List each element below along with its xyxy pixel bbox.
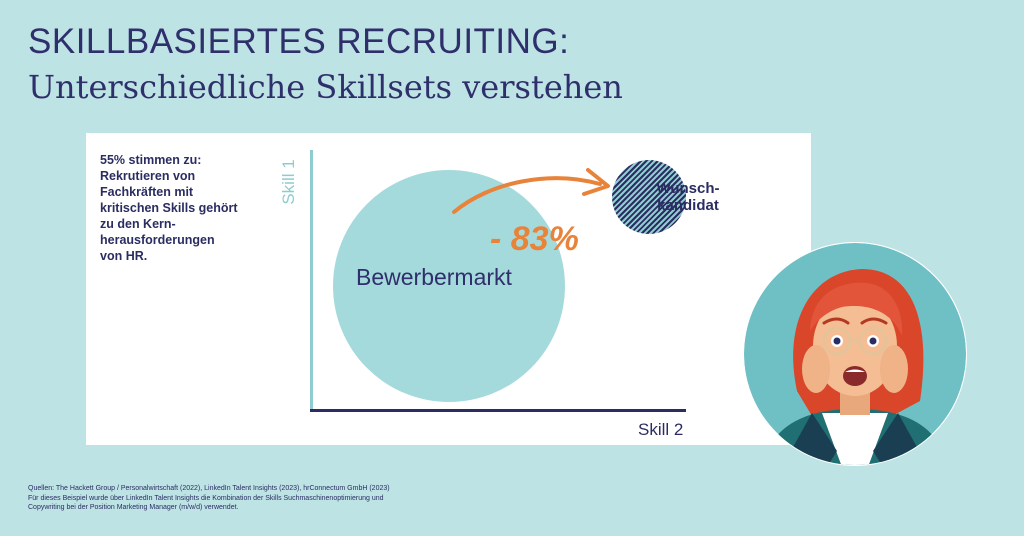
y-axis-label: Skill 1 [279, 159, 298, 205]
applicant-market-label: Bewerbermarkt [356, 264, 512, 290]
reduction-percent: - 83% [490, 220, 579, 258]
sources-line: Für dieses Beispiel wurde über LinkedIn … [28, 494, 384, 502]
title-line-1: SKILLBASIERTES RECRUITING: [28, 22, 570, 61]
sources-line: Quellen: The Hackett Group / Personalwir… [28, 485, 390, 492]
y-axis [310, 150, 313, 412]
stat-text: 55% stimmen zu: Rekrutieren von Fachkräf… [100, 152, 270, 264]
sources-line: Copywriting bei der Position Marketing M… [28, 504, 239, 511]
stat-line: Rekrutieren von [100, 169, 196, 183]
target-label-line: kandidat [657, 197, 719, 214]
target-candidate-circle [612, 160, 686, 234]
stat-line: von HR. [100, 249, 148, 263]
stat-line: 55% stimmen zu: [100, 153, 202, 167]
stat-line: herausforderungen [100, 233, 215, 247]
applicant-market-circle [333, 170, 565, 402]
target-candidate-label: Wunsch- kandidat [643, 180, 733, 214]
x-axis [310, 409, 686, 412]
stat-line: kritischen Skills gehört [100, 201, 238, 215]
sources-note: Quellen: The Hackett Group / Personalwir… [28, 484, 508, 513]
stat-line: zu den Kern- [100, 217, 176, 231]
target-label-line: Wunsch- [656, 180, 720, 197]
x-axis-label: Skill 2 [638, 420, 684, 439]
title-line-2: Unterschiedliche Skillsets verstehen [28, 68, 623, 106]
surprised-woman-avatar-icon [743, 242, 967, 466]
arrow-icon [452, 168, 610, 214]
stat-line: Fachkräften mit [100, 185, 194, 199]
